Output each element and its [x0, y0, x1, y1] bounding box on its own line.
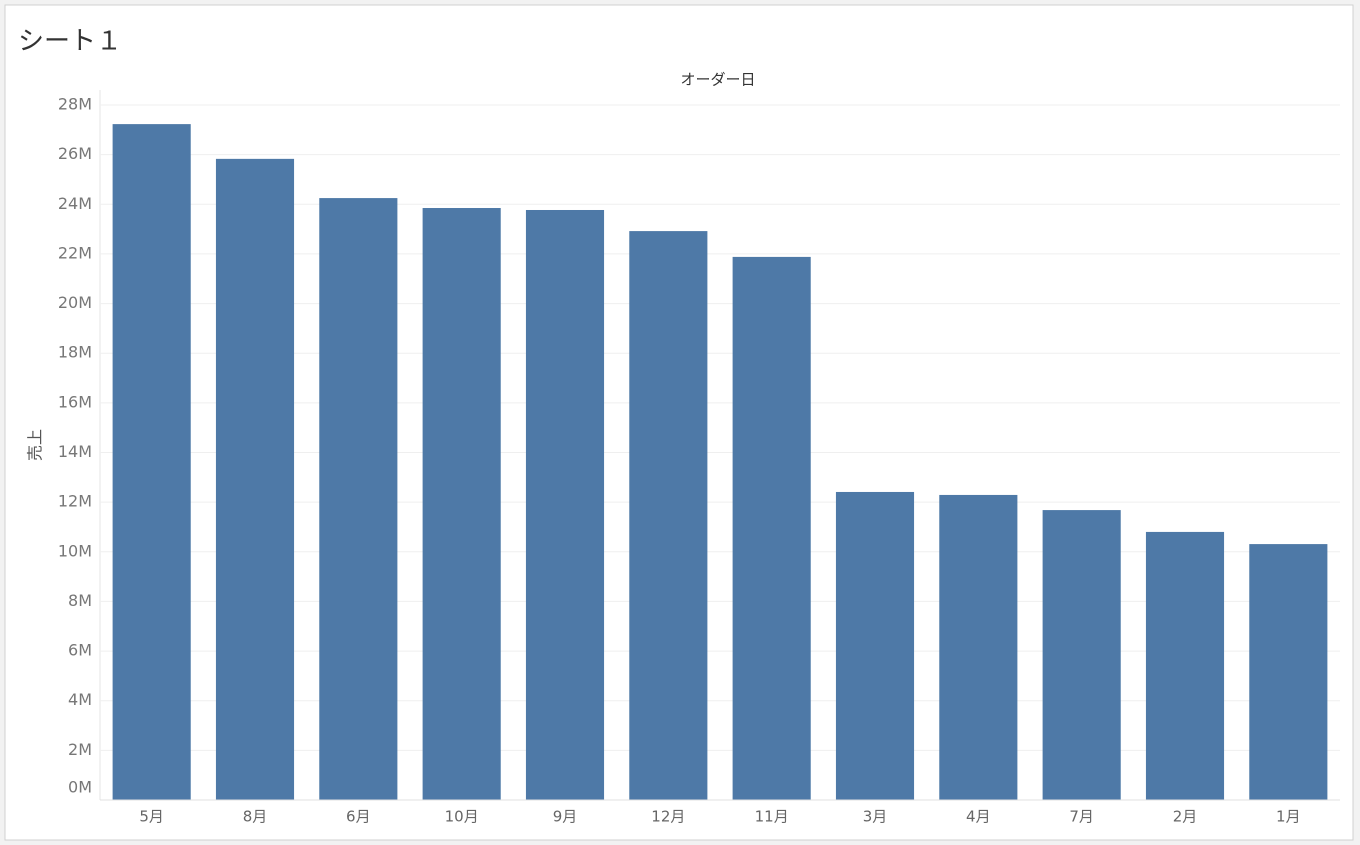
y-tick-label: 14M — [58, 442, 92, 461]
x-tick-label: 10月 — [445, 808, 479, 826]
y-tick-label: 26M — [58, 144, 92, 163]
x-tick-label: 12月 — [651, 808, 685, 826]
y-tick-label: 18M — [58, 343, 92, 362]
y-tick-label: 12M — [58, 492, 92, 511]
x-tick-label: 5月 — [139, 808, 164, 826]
x-tick-label: 3月 — [863, 808, 888, 826]
y-tick-label: 8M — [68, 591, 92, 610]
x-tick-label: 9月 — [553, 808, 578, 826]
x-tick-label: 2月 — [1173, 808, 1198, 826]
bar — [215, 158, 295, 801]
x-tick-label: 11月 — [755, 808, 789, 826]
bar — [319, 198, 398, 801]
bar — [939, 494, 1018, 800]
bar — [1042, 510, 1121, 800]
bar — [835, 491, 915, 800]
bar — [525, 209, 605, 801]
x-tick-label: 6月 — [346, 808, 371, 826]
bar — [1145, 531, 1225, 800]
bar — [1249, 544, 1328, 800]
x-tick-label: 8月 — [243, 808, 268, 826]
x-tick-label: 4月 — [966, 808, 991, 826]
bar — [629, 231, 708, 801]
y-axis-label: 売上 — [26, 429, 45, 461]
y-tick-label: 0M — [68, 778, 92, 797]
y-tick-label: 28M — [58, 95, 92, 114]
bar — [732, 256, 811, 801]
y-tick-label: 2M — [68, 740, 92, 759]
x-tick-label: 1月 — [1276, 808, 1301, 826]
bar — [422, 208, 501, 801]
x-header: オーダー日 — [680, 71, 755, 89]
y-tick-label: 24M — [58, 194, 92, 213]
y-tick-label: 20M — [58, 293, 92, 312]
y-tick-label: 10M — [58, 541, 92, 560]
y-tick-label: 22M — [58, 243, 92, 262]
x-tick-label: 7月 — [1069, 808, 1094, 826]
bar — [112, 124, 191, 801]
y-tick-label: 16M — [58, 392, 92, 411]
y-tick-label: 6M — [68, 641, 92, 660]
chart-title: シート１ — [18, 27, 122, 57]
y-tick-label: 4M — [68, 690, 92, 709]
